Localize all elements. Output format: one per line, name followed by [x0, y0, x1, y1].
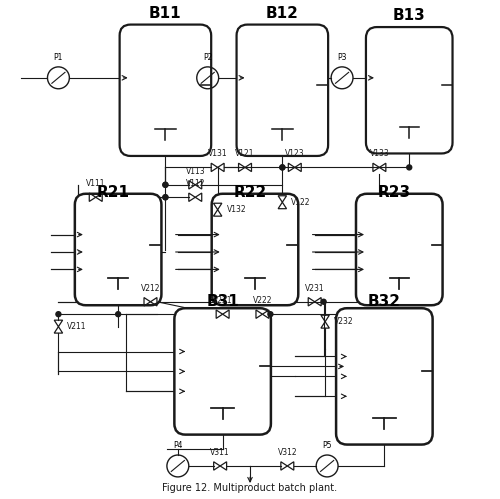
Text: V311: V311 — [210, 448, 230, 457]
Circle shape — [280, 165, 285, 170]
Text: V232: V232 — [334, 317, 353, 326]
Text: V211: V211 — [68, 322, 87, 331]
Text: V133: V133 — [370, 149, 390, 159]
Text: B13: B13 — [393, 8, 426, 23]
Text: B31: B31 — [206, 294, 239, 309]
Circle shape — [406, 165, 412, 170]
Text: V112: V112 — [186, 179, 205, 188]
Text: V231: V231 — [305, 284, 324, 293]
Text: R23: R23 — [378, 185, 411, 200]
Text: V312: V312 — [278, 448, 297, 457]
Text: B12: B12 — [266, 5, 299, 20]
FancyBboxPatch shape — [174, 308, 271, 435]
Text: Figure 12. Multiproduct batch plant.: Figure 12. Multiproduct batch plant. — [162, 484, 338, 494]
Text: V111: V111 — [86, 179, 106, 188]
Text: V123: V123 — [285, 149, 304, 159]
Circle shape — [280, 165, 285, 170]
FancyBboxPatch shape — [336, 308, 432, 445]
Text: P2: P2 — [203, 53, 212, 62]
Text: P1: P1 — [54, 53, 63, 62]
FancyBboxPatch shape — [212, 194, 298, 305]
Circle shape — [56, 312, 61, 317]
Circle shape — [268, 312, 273, 317]
Circle shape — [163, 195, 168, 200]
FancyBboxPatch shape — [236, 24, 328, 156]
Text: B32: B32 — [368, 294, 401, 309]
Text: V131: V131 — [208, 149, 228, 159]
Text: B11: B11 — [149, 5, 182, 20]
Text: P5: P5 — [322, 441, 332, 450]
Text: V121: V121 — [236, 149, 255, 159]
Text: V212: V212 — [140, 284, 160, 293]
Text: P4: P4 — [173, 441, 182, 450]
FancyBboxPatch shape — [366, 27, 452, 154]
Circle shape — [163, 195, 168, 200]
Circle shape — [163, 182, 168, 187]
Circle shape — [116, 312, 120, 317]
FancyBboxPatch shape — [356, 194, 442, 305]
Text: R22: R22 — [234, 185, 266, 200]
Circle shape — [163, 182, 168, 187]
Text: R21: R21 — [96, 185, 130, 200]
FancyBboxPatch shape — [75, 194, 162, 305]
Text: V222: V222 — [252, 296, 272, 305]
FancyBboxPatch shape — [120, 24, 211, 156]
Circle shape — [321, 299, 326, 304]
Text: P3: P3 — [338, 53, 347, 62]
Text: V221: V221 — [213, 296, 233, 305]
Text: V132: V132 — [226, 205, 246, 214]
Text: V122: V122 — [292, 198, 311, 207]
Text: V113: V113 — [186, 167, 205, 176]
